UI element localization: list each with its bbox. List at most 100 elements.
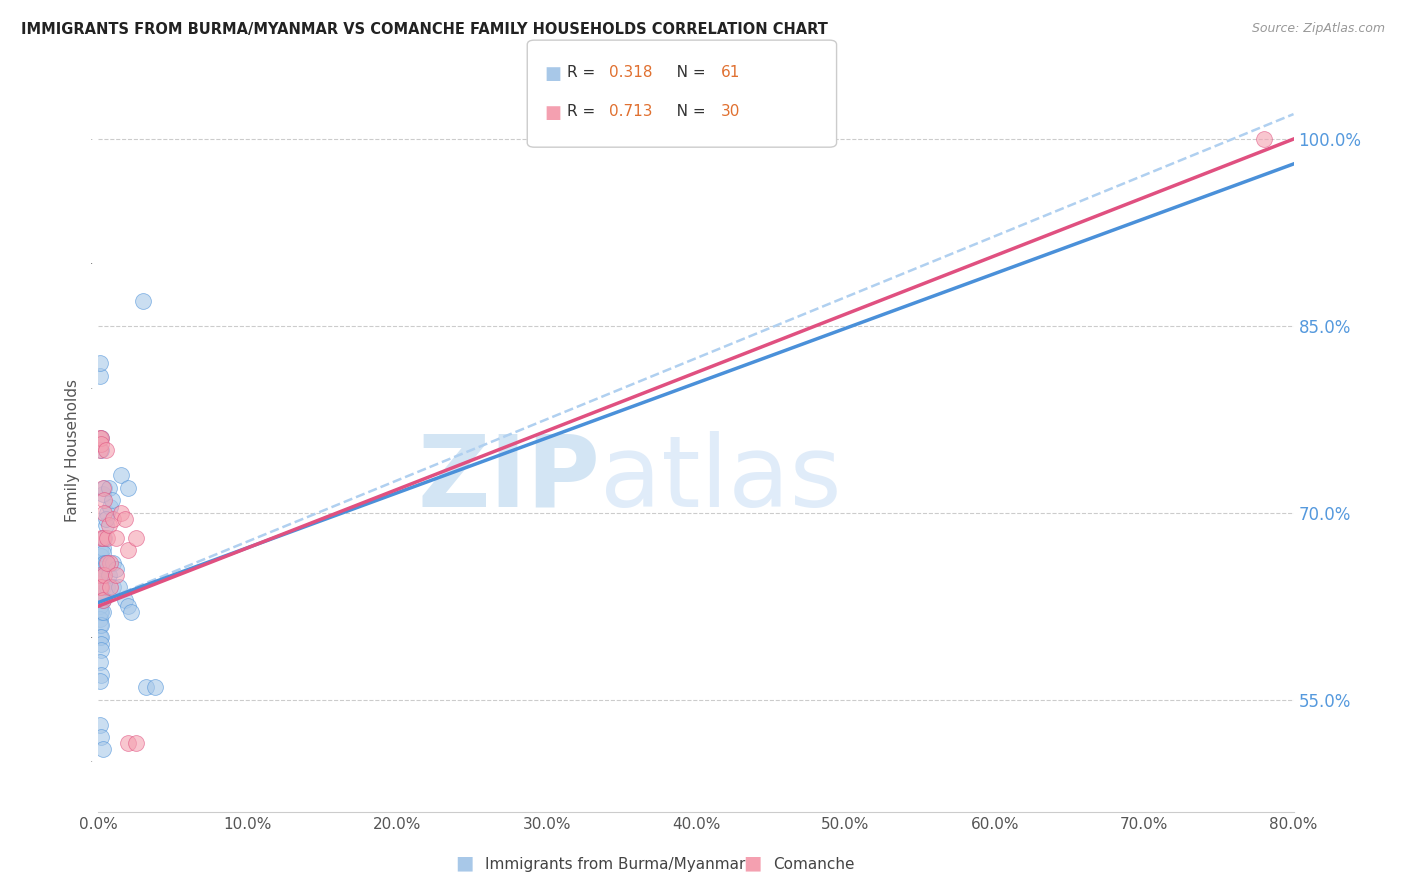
Text: Comanche: Comanche (773, 857, 855, 872)
Point (117, 481, 139, 495)
Point (98, 581, 122, 595)
Point (93, 556, 115, 570)
Point (97, 568, 120, 582)
Point (125, 531, 148, 545)
Point (90, 431, 112, 445)
Text: atlas: atlas (600, 431, 842, 528)
Point (89, 655, 111, 669)
Point (89, 431, 111, 445)
Point (94, 518, 117, 533)
Point (120, 606, 142, 620)
Point (89, 630, 111, 644)
Point (89, 717, 111, 731)
Text: ■: ■ (742, 854, 762, 872)
Point (91, 562, 114, 576)
Point (93, 506, 115, 520)
Point (110, 468, 132, 483)
Point (96, 581, 118, 595)
Point (89, 368, 111, 383)
Point (91, 606, 114, 620)
Point (117, 543, 139, 558)
Point (114, 512, 136, 526)
Point (90, 642, 112, 657)
Point (91, 593, 114, 607)
Point (101, 493, 124, 508)
Text: ■: ■ (544, 65, 561, 83)
Text: R =: R = (567, 65, 600, 80)
Point (90, 574, 112, 589)
Point (91, 531, 114, 545)
Point (93, 568, 115, 582)
Text: 30: 30 (721, 104, 741, 120)
Text: Source: ZipAtlas.com: Source: ZipAtlas.com (1251, 22, 1385, 36)
Point (89, 581, 111, 595)
Point (94, 556, 117, 570)
Text: 61: 61 (721, 65, 741, 80)
Point (96, 531, 118, 545)
Point (89, 618, 111, 632)
Point (97, 518, 120, 533)
Point (143, 680, 166, 694)
Point (89, 443, 111, 458)
Point (90, 558, 112, 572)
Point (105, 568, 128, 582)
Point (98, 556, 122, 570)
Text: ■: ■ (544, 104, 561, 122)
Point (89, 543, 111, 558)
Point (114, 593, 136, 607)
Point (89, 556, 111, 570)
Text: Immigrants from Burma/Myanmar: Immigrants from Burma/Myanmar (485, 857, 745, 872)
Point (96, 556, 118, 570)
Point (93, 531, 115, 545)
Text: ■: ■ (454, 854, 474, 872)
Point (125, 736, 148, 750)
Text: ZIP: ZIP (418, 431, 600, 528)
Point (89, 581, 111, 595)
Point (89, 612, 111, 626)
Point (105, 531, 128, 545)
Y-axis label: Family Households: Family Households (65, 379, 80, 522)
Point (90, 431, 112, 445)
Point (117, 736, 139, 750)
Point (96, 506, 118, 520)
Point (103, 556, 125, 570)
Point (89, 587, 111, 601)
Point (103, 512, 125, 526)
Point (90, 630, 112, 644)
Point (90, 636, 112, 650)
Point (90, 667, 112, 681)
Point (90, 549, 112, 564)
Point (89, 599, 111, 614)
Point (94, 512, 117, 526)
Point (1253, 132, 1275, 146)
Point (89, 568, 111, 582)
Text: N =: N = (662, 65, 710, 80)
Point (108, 581, 131, 595)
Point (103, 581, 125, 595)
Text: 0.713: 0.713 (609, 104, 652, 120)
Point (91, 742, 114, 756)
Point (132, 293, 155, 308)
Point (93, 493, 115, 508)
Point (89, 356, 111, 370)
Point (90, 531, 112, 545)
Point (110, 506, 132, 520)
Point (135, 680, 157, 694)
Point (98, 500, 122, 514)
Point (94, 443, 117, 458)
Text: 0.318: 0.318 (609, 65, 652, 80)
Point (89, 673, 111, 688)
Point (90, 730, 112, 744)
Point (105, 562, 128, 576)
Point (90, 606, 112, 620)
Point (91, 581, 114, 595)
Point (91, 593, 114, 607)
Text: R =: R = (567, 104, 600, 120)
Text: N =: N = (662, 104, 710, 120)
Point (97, 481, 120, 495)
Point (90, 593, 112, 607)
Point (89, 568, 111, 582)
Point (91, 546, 114, 560)
Point (89, 606, 111, 620)
Point (93, 481, 115, 495)
